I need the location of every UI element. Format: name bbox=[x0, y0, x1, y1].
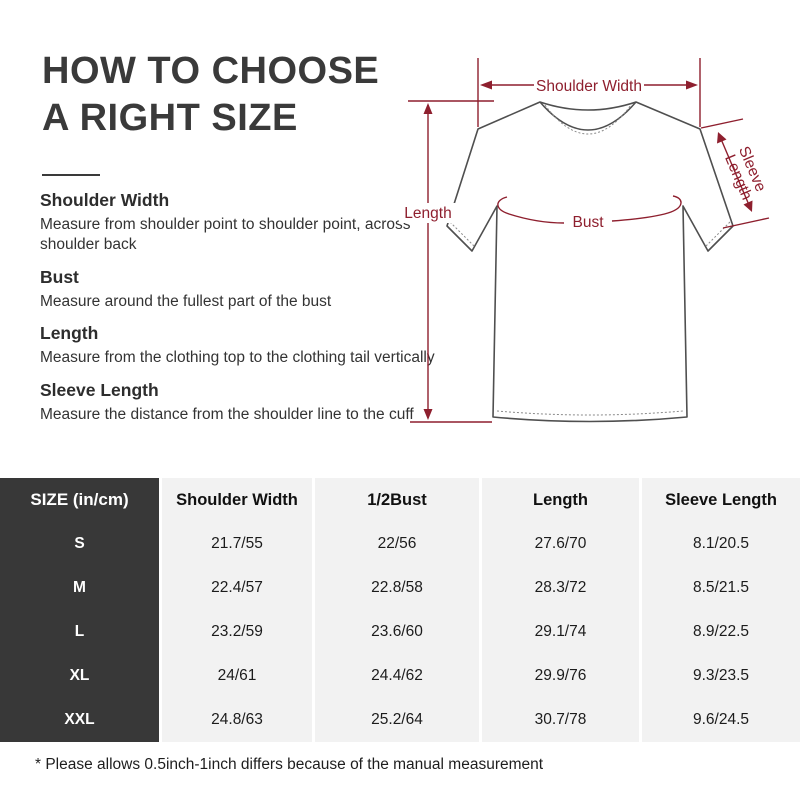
shoulder-width-label: Shoulder Width bbox=[536, 78, 642, 95]
measurement-instructions: Shoulder Width Measure from shoulder poi… bbox=[40, 190, 442, 437]
right-cuff-stitch-line bbox=[705, 221, 731, 247]
left-cuff-stitch-line bbox=[449, 221, 475, 247]
section-heading: Bust bbox=[40, 266, 79, 287]
tshirt-outline-shape bbox=[446, 101, 734, 423]
sleeve-length-label: Sleeve Length bbox=[720, 144, 771, 205]
sleeve-arrow-top-head bbox=[717, 132, 727, 144]
table-header-length: Length bbox=[482, 478, 639, 522]
row-xxl-length: 30.7/78 bbox=[482, 698, 639, 742]
section-length: Length Measure from the clothing top to … bbox=[40, 323, 442, 368]
row-l-size-label: L bbox=[0, 610, 159, 654]
measurement-disclaimer: * Please allows 0.5inch-1inch differs be… bbox=[35, 756, 544, 773]
length-label-bg bbox=[399, 203, 457, 223]
sleeve-length-annotation bbox=[700, 118, 770, 229]
section-shoulder-width: Shoulder Width Measure from shoulder poi… bbox=[40, 190, 442, 255]
row-xxl-sleeve-length: 9.6/24.5 bbox=[642, 698, 800, 742]
row-xxl-half-bust: 25.2/64 bbox=[315, 698, 479, 742]
section-sleeve-length: Sleeve Length Measure the distance from … bbox=[40, 380, 442, 425]
row-m-sleeve-length: 8.5/21.5 bbox=[642, 566, 800, 610]
page-title-line1: HOW TO CHOOSE bbox=[42, 50, 380, 92]
row-l-shoulder-width: 23.2/59 bbox=[162, 610, 312, 654]
row-m-length: 28.3/72 bbox=[482, 566, 639, 610]
bust-label: Bust bbox=[572, 214, 604, 231]
row-m-half-bust: 22.8/58 bbox=[315, 566, 479, 610]
length-label: Length bbox=[404, 205, 451, 222]
tshirt-measurement-diagram: Shoulder Width Length Bust Sleeve Length bbox=[399, 58, 771, 423]
length-annotation bbox=[408, 100, 494, 423]
row-xxl-size-label: XXL bbox=[0, 698, 159, 742]
shoulder-width-annotation bbox=[477, 58, 701, 127]
size-table: SIZE (in/cm) Shoulder Width 1/2Bust Leng… bbox=[0, 478, 800, 742]
length-arrow-top-head bbox=[423, 103, 433, 114]
row-s-length: 27.6/70 bbox=[482, 522, 639, 566]
row-xl-half-bust: 24.4/62 bbox=[315, 654, 479, 698]
shoulder-arrow-left-head bbox=[480, 80, 492, 90]
section-bust: Bust Measure around the fullest part of … bbox=[40, 267, 442, 312]
table-header-size: SIZE (in/cm) bbox=[0, 478, 159, 522]
page-title: HOW TO CHOOSE A RIGHT SIZE bbox=[42, 48, 379, 141]
row-s-size-label: S bbox=[0, 522, 159, 566]
table-header-shoulder-width: Shoulder Width bbox=[162, 478, 312, 522]
row-xl-sleeve-length: 9.3/23.5 bbox=[642, 654, 800, 698]
row-xl-shoulder-width: 24/61 bbox=[162, 654, 312, 698]
bust-curve-left bbox=[497, 196, 565, 224]
sleeve-arrow-bottom-head bbox=[743, 200, 753, 212]
section-heading: Shoulder Width bbox=[40, 190, 170, 210]
row-m-size-label: M bbox=[0, 566, 159, 610]
row-l-sleeve-length: 8.9/22.5 bbox=[642, 610, 800, 654]
row-xxl-shoulder-width: 24.8/63 bbox=[162, 698, 312, 742]
section-description: Measure from shoulder point to shoulder … bbox=[40, 216, 411, 253]
row-m-shoulder-width: 22.4/57 bbox=[162, 566, 312, 610]
section-description: Measure from the clothing top to the clo… bbox=[40, 349, 435, 367]
length-arrow-bottom-head bbox=[423, 409, 433, 420]
title-divider bbox=[42, 174, 100, 176]
table-header-half-bust: 1/2Bust bbox=[315, 478, 479, 522]
section-heading: Sleeve Length bbox=[40, 380, 159, 401]
row-s-sleeve-length: 8.1/20.5 bbox=[642, 522, 800, 566]
table-header-sleeve-length: Sleeve Length bbox=[642, 478, 800, 522]
section-description: Measure the distance from the shoulder l… bbox=[40, 406, 414, 424]
row-s-half-bust: 22/56 bbox=[315, 522, 479, 566]
row-xl-size-label: XL bbox=[0, 654, 159, 698]
collar-stitch-line bbox=[544, 104, 632, 135]
section-heading: Length bbox=[40, 323, 99, 344]
hem-stitch-line bbox=[496, 410, 684, 416]
row-l-half-bust: 23.6/60 bbox=[315, 610, 479, 654]
bust-curve-right bbox=[611, 195, 682, 222]
row-l-length: 29.1/74 bbox=[482, 610, 639, 654]
shoulder-arrow-right-head bbox=[686, 80, 698, 90]
page-title-line2: A RIGHT SIZE bbox=[42, 96, 298, 139]
section-description: Measure around the fullest part of the b… bbox=[40, 292, 332, 310]
row-xl-length: 29.9/76 bbox=[482, 654, 639, 698]
row-s-shoulder-width: 21.7/55 bbox=[162, 522, 312, 566]
